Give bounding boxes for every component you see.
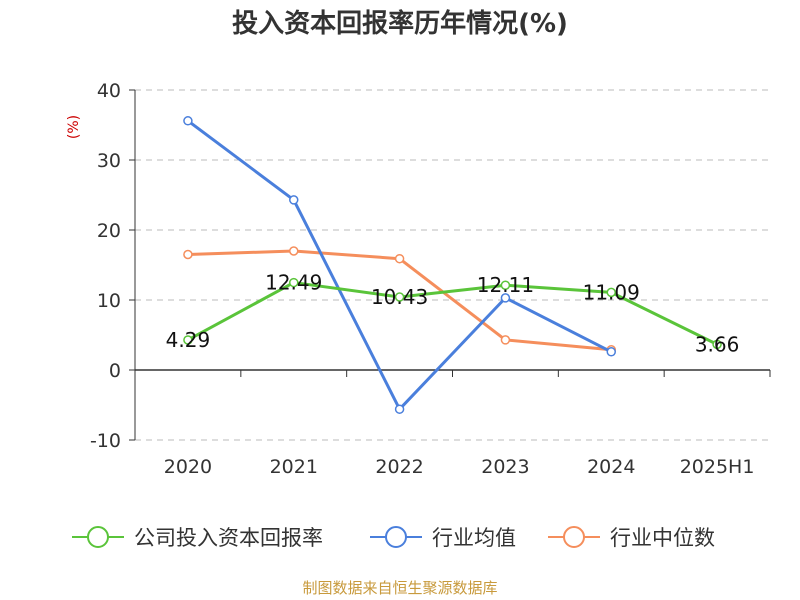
legend-item-industry_avg[interactable]: 行业均值: [370, 526, 516, 550]
x-tick-label: 2025H1: [680, 456, 755, 478]
legend-item-industry_median[interactable]: 行业中位数: [548, 526, 715, 550]
data-point-company: [289, 277, 299, 288]
x-tick-label: 2021: [270, 456, 318, 478]
chart-title: 投入资本回报率历年情况(%): [232, 9, 568, 39]
data-label: 4.29: [166, 328, 211, 352]
y-tick-label: 30: [97, 150, 121, 172]
data-point-industry_avg: [289, 195, 299, 205]
series-industry_avg: [183, 116, 616, 414]
y-tick-label: 40: [97, 80, 121, 102]
y-tick-label: 20: [97, 220, 121, 242]
data-point-industry_avg: [394, 404, 405, 414]
legend: 公司投入资本回报率 行业均值 行业中位数: [72, 526, 715, 550]
x-tick-label: 2024: [587, 456, 635, 478]
y-axis-unit-label: (%): [66, 115, 82, 139]
data-point-company: [606, 287, 616, 298]
y-tick-label: -10: [90, 430, 121, 452]
data-point-industry_avg: [183, 116, 193, 126]
data-point-company: [394, 292, 405, 302]
y-tick-label: 10: [97, 290, 121, 312]
data-point-industry_median: [289, 246, 299, 256]
data-point-industry_avg: [500, 293, 511, 303]
series-company: [183, 277, 722, 350]
data-label: 3.66: [695, 332, 740, 356]
data-point-company: [183, 335, 193, 345]
axis-layer: -10 0 10 20 30 40 (%) 2020 2021 2022 2023 2024 2025H…: [66, 80, 771, 478]
data-point-industry_avg: [606, 347, 616, 357]
series-layer: [183, 116, 722, 414]
y-tick-label: 0: [109, 360, 121, 382]
data-point-industry_median: [183, 249, 193, 260]
x-tick-label: 2023: [481, 456, 529, 478]
data-label: 12.11: [477, 273, 534, 297]
legend-marker: [563, 526, 585, 548]
legend-label: 行业均值: [432, 526, 516, 550]
legend-label: 行业中位数: [610, 526, 715, 550]
series-line-company: [186, 281, 719, 346]
legend-label: 公司投入资本回报率: [134, 526, 323, 550]
grid-layer: [135, 89, 770, 441]
data-label: 11.09: [583, 280, 640, 304]
data-label: 10.43: [371, 285, 428, 309]
legend-marker: [87, 526, 109, 548]
series-line-industry_avg: [186, 119, 613, 411]
x-tick-label: 2022: [375, 456, 423, 478]
data-point-industry_median: [394, 253, 405, 264]
x-tick-label: 2020: [164, 456, 212, 478]
legend-item-company[interactable]: 公司投入资本回报率: [72, 526, 323, 550]
data-label: 12.49: [265, 271, 322, 295]
data-point-industry_median: [500, 335, 511, 345]
source-note: 制图数据来自恒生聚源数据库: [302, 579, 498, 597]
data-label-layer: 4.29 12.49 10.43 12.11 11.09 3.66: [166, 271, 740, 357]
data-point-company: [712, 339, 722, 350]
series-industry_median: [183, 246, 616, 355]
data-point-company: [500, 280, 511, 290]
legend-marker: [385, 526, 407, 548]
